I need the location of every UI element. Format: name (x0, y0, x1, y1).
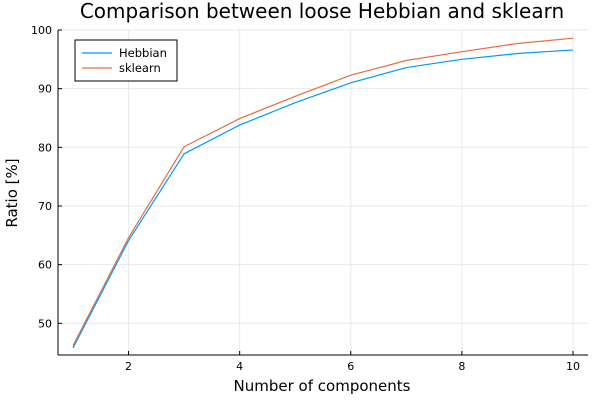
data-point-sklearn (461, 51, 462, 52)
axes (57, 30, 588, 356)
data-point-sklearn (350, 75, 351, 76)
y-tick-label: 100 (31, 24, 52, 37)
y-tick-label: 70 (38, 200, 52, 213)
data-point-hebbian (239, 124, 240, 125)
data-point-hebbian (295, 102, 296, 103)
data-point-sklearn (295, 96, 296, 97)
data-point-sklearn (572, 38, 573, 39)
y-tick-label: 60 (38, 259, 52, 272)
series-line-sklearn (72, 37, 574, 346)
series-line-hebbian (72, 49, 574, 349)
data-point-hebbian (72, 347, 73, 348)
legend-label-sklearn: sklearn (119, 61, 161, 75)
grid (58, 29, 588, 355)
data-point-hebbian (350, 82, 351, 83)
x-tick-label: 8 (458, 360, 465, 373)
data-point-sklearn (406, 60, 407, 61)
y-axis-label: Ratio [%] (3, 158, 21, 227)
x-tick-label: 10 (566, 360, 580, 373)
data-point-hebbian (572, 49, 573, 50)
x-tick-label: 6 (347, 360, 354, 373)
x-tick-label: 4 (236, 360, 243, 373)
data-point-hebbian (184, 153, 185, 154)
data-point-sklearn (517, 43, 518, 44)
data-point-hebbian (406, 67, 407, 68)
data-point-hebbian (517, 53, 518, 54)
data-point-sklearn (128, 237, 129, 238)
series-hebbian (72, 49, 574, 349)
ticks: 2 4 6 8 10 50 60 70 80 90 100 (31, 24, 580, 373)
data-point-sklearn (184, 146, 185, 147)
x-axis-label: Number of components (234, 377, 411, 395)
data-point-sklearn (72, 345, 73, 346)
y-tick-label: 50 (38, 317, 52, 330)
chart-title: Comparison between loose Hebbian and skl… (80, 0, 564, 23)
legend-box (74, 39, 178, 82)
legend-label-hebbian: Hebbian (119, 46, 167, 60)
series-layer (72, 37, 574, 349)
y-tick-label: 90 (38, 83, 52, 96)
data-point-hebbian (128, 240, 129, 241)
data-point-sklearn (239, 118, 240, 119)
y-tick-label: 80 (38, 141, 52, 154)
x-tick-label: 2 (125, 360, 132, 373)
series-sklearn (72, 37, 574, 346)
data-point-hebbian (461, 59, 462, 60)
